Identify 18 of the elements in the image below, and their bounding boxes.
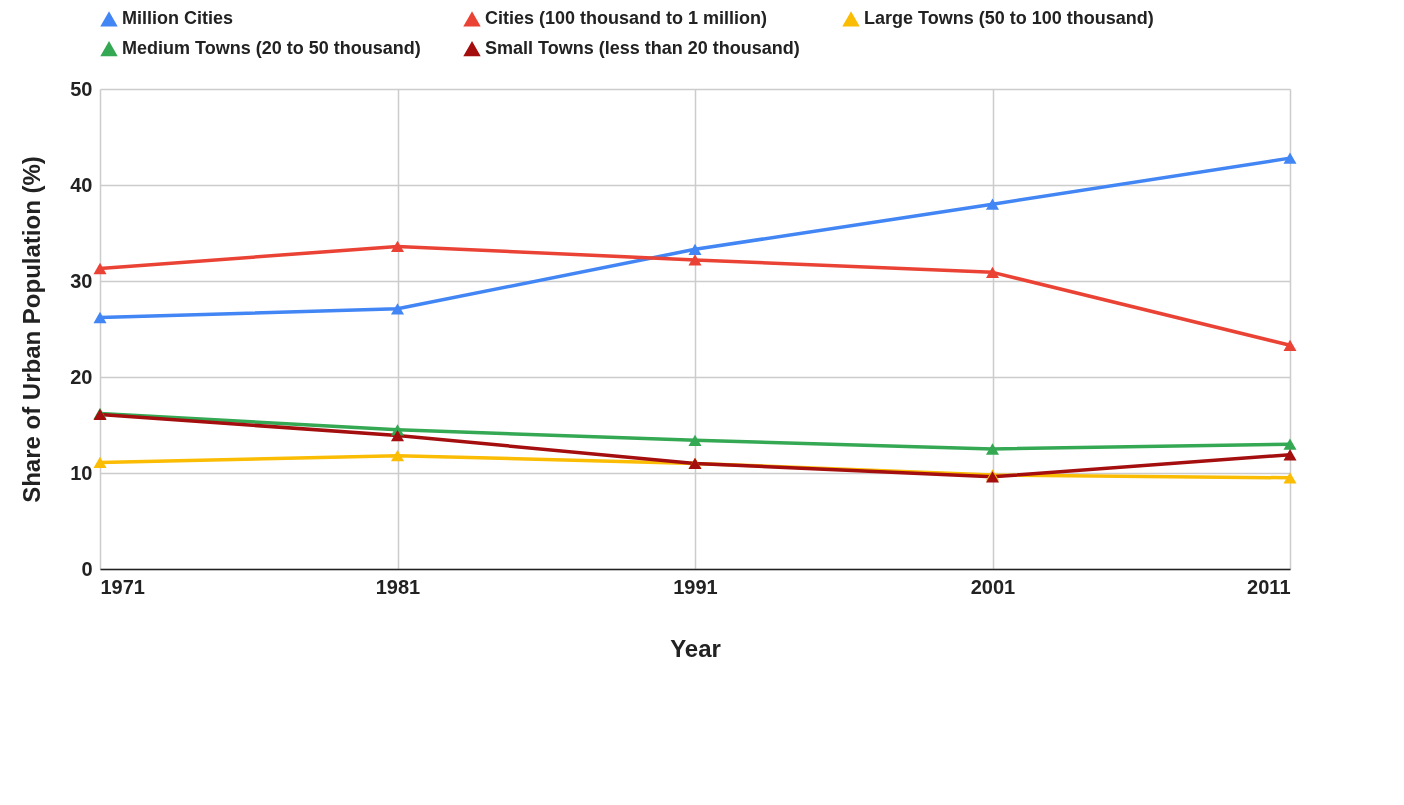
x-tick-label: 1971	[100, 575, 145, 598]
legend-label: Medium Towns (20 to 50 thousand)	[122, 38, 421, 58]
legend-label: Million Cities	[122, 8, 234, 29]
x-tick-label: 1981	[375, 575, 421, 598]
legend-label: Cities (100 thousand to 1 million)	[485, 8, 768, 29]
x-tick-label: 2001	[970, 575, 1016, 598]
legend-label: Large Towns (50 to 100 thousand)	[864, 8, 1154, 29]
legend-label: Small Towns (less than 20 thousand)	[485, 38, 800, 58]
x-axis-title: Year	[670, 634, 721, 662]
y-tick-label: 20	[70, 365, 93, 388]
x-tick-label: 1991	[673, 575, 718, 598]
x-tick-label: 2011	[1247, 575, 1291, 598]
y-tick-label: 30	[70, 269, 93, 292]
y-axis-title: Share of Urban Population (%)	[18, 156, 46, 503]
y-tick-label: 0	[81, 557, 93, 580]
y-tick-label: 50	[70, 77, 93, 100]
y-tick-label: 40	[70, 173, 93, 196]
y-tick-label: 10	[70, 461, 93, 484]
